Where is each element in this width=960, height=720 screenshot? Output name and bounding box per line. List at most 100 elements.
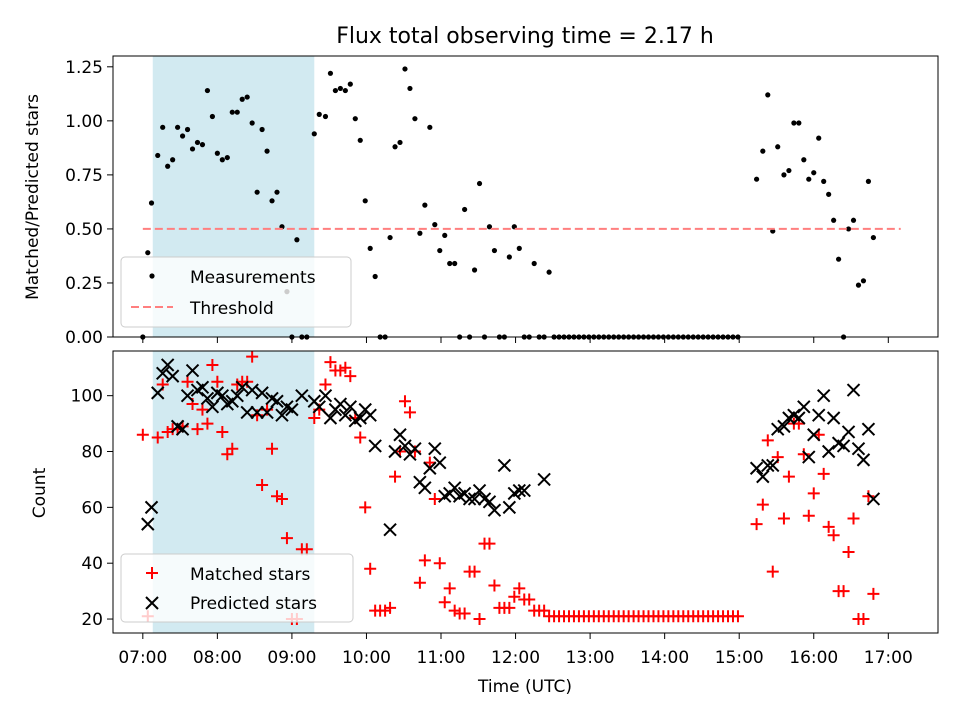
predicted-stars-point [312, 400, 326, 414]
predicted-stars-point [393, 428, 407, 442]
measurement-point [486, 224, 493, 230]
matched-stars-point [211, 375, 224, 388]
measurement-point [821, 178, 827, 184]
matched-stars-point [181, 375, 194, 388]
y-tick-label: 0.00 [65, 328, 103, 348]
matched-stars-point [216, 425, 229, 438]
matched-stars-point [807, 487, 820, 500]
matched-stars-point [822, 520, 835, 533]
matched-stars-point [389, 470, 402, 483]
x-tick-label: 10:00 [342, 648, 391, 668]
y-tick-label: 80 [81, 443, 103, 463]
matched-stars-point [398, 395, 411, 408]
measurement-point [316, 111, 322, 117]
measurement-point [462, 206, 468, 213]
measurement-point [546, 269, 552, 275]
measurement-point [219, 157, 225, 163]
measurement-point [170, 157, 176, 163]
measurement-point [160, 124, 166, 130]
matched-stars-point [275, 492, 288, 505]
measurement-point [437, 247, 443, 254]
predicted-stars-point [144, 500, 159, 515]
measurement-point [753, 176, 760, 182]
legend-matched-label: Matched stars [190, 565, 310, 585]
measurement-point [372, 273, 378, 280]
x-tick-label: 13:00 [566, 648, 615, 668]
measurement-point [337, 85, 343, 92]
matched-stars-point [364, 562, 377, 575]
matched-stars-point [201, 417, 214, 430]
predicted-stars-point [195, 380, 210, 395]
matched-stars-point [503, 601, 516, 614]
measurement-point [506, 254, 512, 260]
y-tick-label: 0.75 [65, 166, 103, 186]
predicted-stars-point [151, 386, 165, 400]
measurement-point [269, 198, 275, 204]
measurement-point [796, 120, 802, 126]
predicted-stars-point [160, 358, 175, 372]
x-tick-label: 12:00 [491, 648, 540, 668]
measurement-point [826, 191, 832, 197]
y-tick-label: 40 [81, 554, 103, 574]
predicted-stars-point [861, 422, 876, 436]
matched-stars-point [750, 518, 763, 531]
measurement-point [845, 226, 852, 232]
predicted-stars-point [802, 450, 816, 464]
y-axis-label-ratio: Matched/Predicted stars [23, 94, 43, 300]
matched-stars-point [359, 501, 372, 514]
measurement-point [249, 120, 255, 126]
measurement-point [816, 135, 822, 141]
predicted-stars-point [260, 405, 274, 420]
measurement-point [194, 139, 201, 146]
predicted-stars-point [497, 458, 512, 473]
measurement-point [442, 232, 448, 239]
y-tick-label: 1.25 [65, 58, 103, 78]
matched-stars-point [266, 442, 279, 455]
predicted-stars-point [235, 380, 249, 395]
x-axis-label: Time (UTC) [477, 677, 572, 697]
measurement-point [447, 260, 453, 267]
matched-stars-point [354, 431, 367, 444]
y-tick-label: 0.50 [65, 220, 103, 240]
measurement-point [422, 202, 428, 208]
predicted-stars-point [433, 455, 447, 470]
y-tick-label: 60 [81, 498, 103, 518]
measurement-point [229, 109, 235, 115]
predicted-stars-point [423, 461, 437, 475]
predicted-stars-point [821, 444, 836, 459]
predicted-stars-point [200, 391, 215, 406]
matched-stars-point [413, 576, 426, 589]
measurement-point [402, 66, 408, 72]
x-tick-label: 17:00 [864, 648, 913, 668]
count-panel: 20 40 60 80 100 07:00 08:00 09:00 10:00 11:00 12:0… [30, 350, 939, 697]
predicted-stars-point [141, 517, 155, 531]
measurement-point [765, 92, 771, 98]
predicted-stars-point [205, 400, 220, 414]
legend-top-frame [120, 256, 352, 328]
matched-stars-point [344, 370, 357, 383]
matched-stars-point [324, 356, 337, 369]
matched-stars-point [428, 492, 441, 505]
measurement-point [870, 234, 876, 241]
top-axes-frame [112, 55, 939, 338]
predicted-stars-point [180, 388, 195, 403]
measurement-point [791, 120, 797, 126]
matched-stars-point [513, 582, 526, 595]
measurement-point [332, 87, 339, 94]
predicted-stars-point [797, 400, 811, 414]
measurement-point [179, 133, 186, 139]
measurement-point [199, 142, 206, 148]
measurement-point [264, 148, 270, 154]
measurement-point [452, 260, 458, 267]
predicted-stars-point [851, 442, 866, 456]
predicted-stars-point [816, 388, 831, 403]
predicted-stars-point [866, 492, 881, 506]
predicted-stars-point [240, 405, 254, 420]
measurement-point [165, 163, 171, 169]
measurement-point [387, 234, 393, 241]
predicted-stars-point [215, 388, 230, 403]
matched-stars-point [308, 412, 321, 425]
measurement-point [367, 245, 373, 251]
measurement-point [531, 260, 537, 267]
